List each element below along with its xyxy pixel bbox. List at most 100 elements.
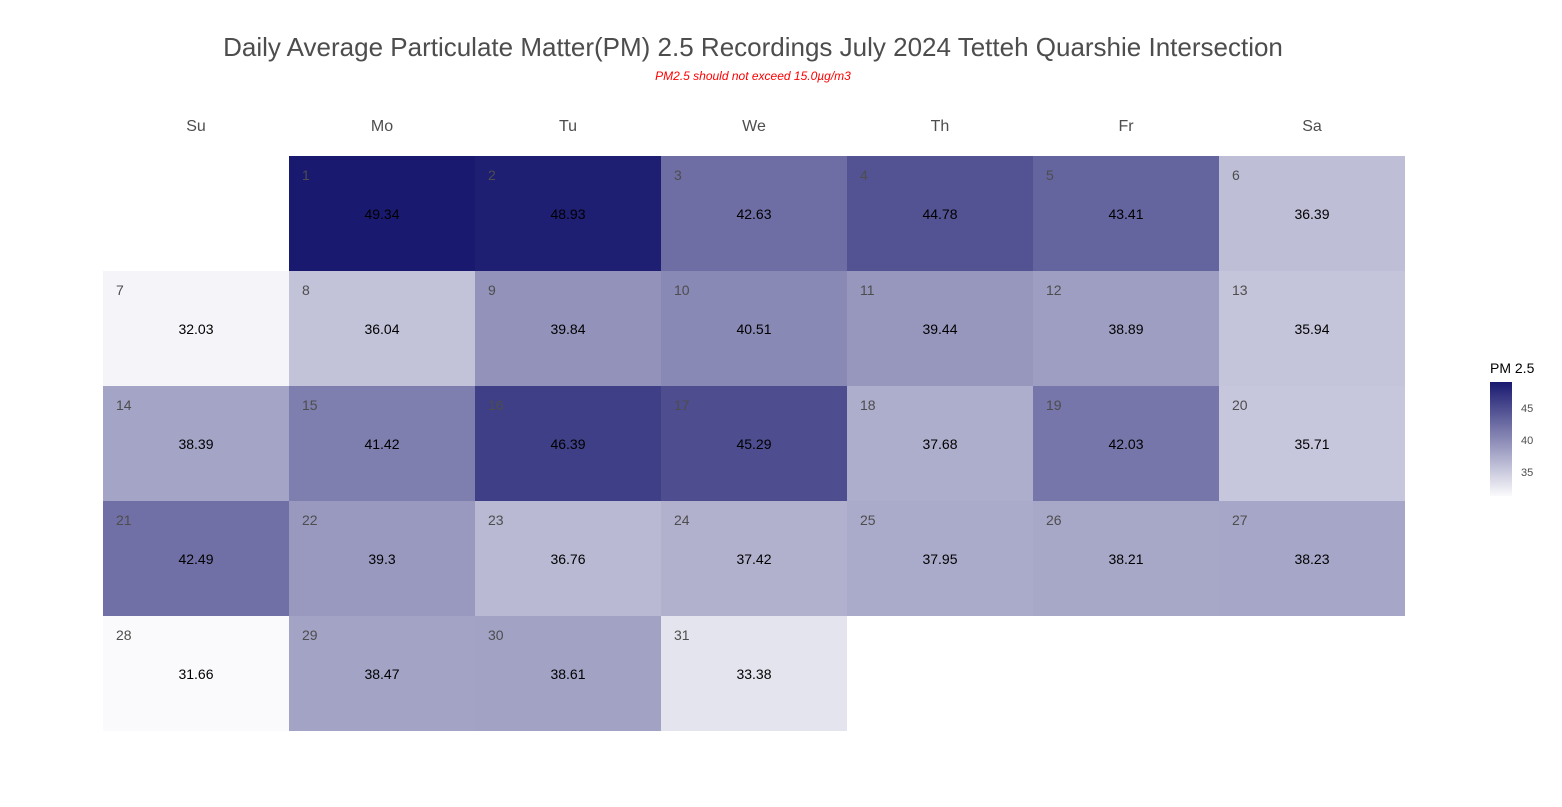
data-label: 44.78 — [922, 206, 958, 222]
day-number: 17 — [674, 397, 690, 413]
data-label: 37.68 — [922, 436, 958, 452]
data-label: 39.84 — [550, 321, 586, 337]
heatmap-cell: 21 42.49 — [103, 501, 289, 616]
data-label: 35.71 — [1294, 436, 1330, 452]
heatmap-cell: 5 43.41 — [1033, 156, 1219, 271]
day-number: 30 — [488, 627, 504, 643]
data-label: 37.42 — [736, 551, 772, 567]
day-number: 16 — [488, 397, 504, 413]
day-number: 10 — [674, 282, 690, 298]
chart-subtitle: PM2.5 should not exceed 15.0µg/m3 — [655, 69, 851, 83]
day-number: 12 — [1046, 282, 1062, 298]
data-label: 48.93 — [550, 206, 586, 222]
day-number: 22 — [302, 512, 318, 528]
data-label: 41.42 — [364, 436, 400, 452]
day-number: 6 — [1232, 167, 1240, 183]
day-number: 1 — [302, 167, 310, 183]
heatmap-cell: 15 41.42 — [289, 386, 475, 501]
heatmap-cell: 13 35.94 — [1219, 271, 1405, 386]
heatmap-cell: 28 31.66 — [103, 616, 289, 731]
heatmap-cell: 11 39.44 — [847, 271, 1033, 386]
day-number: 25 — [860, 512, 876, 528]
data-label: 31.66 — [178, 666, 214, 682]
legend-tick-mark — [1512, 410, 1517, 411]
data-label: 40.51 — [736, 321, 772, 337]
weekday-label-sa: Sa — [1302, 118, 1322, 135]
day-number: 3 — [674, 167, 682, 183]
legend-tick-label: 45 — [1521, 403, 1534, 415]
heatmap-cell: 30 38.61 — [475, 616, 661, 731]
heatmap-cell: 9 39.84 — [475, 271, 661, 386]
data-label: 38.39 — [178, 436, 214, 452]
heatmap-cell: 1 49.34 — [289, 156, 475, 271]
heatmap-cell: 22 39.3 — [289, 501, 475, 616]
data-label: 49.34 — [364, 206, 400, 222]
day-number: 11 — [860, 282, 875, 298]
legend-tick-mark — [1512, 442, 1517, 443]
day-number: 19 — [1046, 397, 1062, 413]
data-label: 38.89 — [1108, 321, 1144, 337]
day-number: 18 — [860, 397, 876, 413]
data-label: 36.76 — [550, 551, 586, 567]
data-label: 39.3 — [368, 551, 396, 567]
data-label: 46.39 — [550, 436, 586, 452]
day-number: 5 — [1046, 167, 1054, 183]
heatmap-cell: 29 38.47 — [289, 616, 475, 731]
heatmap-cell: 25 37.95 — [847, 501, 1033, 616]
data-label: 42.63 — [736, 206, 772, 222]
chart-title: Daily Average Particulate Matter(PM) 2.5… — [223, 32, 1283, 62]
heatmap-cell: 8 36.04 — [289, 271, 475, 386]
day-number: 24 — [674, 512, 690, 528]
day-number: 29 — [302, 627, 318, 643]
legend-tick-label: 40 — [1521, 435, 1534, 447]
day-number: 26 — [1046, 512, 1062, 528]
data-label: 32.03 — [178, 321, 214, 337]
weekday-label-we: We — [742, 118, 766, 135]
heatmap-cell: 7 32.03 — [103, 271, 289, 386]
heatmap-cell: 16 46.39 — [475, 386, 661, 501]
heatmap-cell: 31 33.38 — [661, 616, 847, 731]
data-label: 33.38 — [736, 666, 772, 682]
data-label: 35.94 — [1294, 321, 1330, 337]
data-label: 42.49 — [178, 551, 214, 567]
day-number: 31 — [674, 627, 690, 643]
day-number: 8 — [302, 282, 310, 298]
weekday-label-fr: Fr — [1118, 118, 1134, 135]
weekday-label-mo: Mo — [370, 118, 394, 135]
data-label: 38.47 — [364, 666, 400, 682]
heatmap-cell: 20 35.71 — [1219, 386, 1405, 501]
data-label: 42.03 — [1108, 436, 1144, 452]
day-number: 7 — [116, 282, 124, 298]
heatmap-cell: 6 36.39 — [1219, 156, 1405, 271]
heatmap-cell: 18 37.68 — [847, 386, 1033, 501]
heatmap-cell: 3 42.63 — [661, 156, 847, 271]
data-label: 38.23 — [1294, 551, 1330, 567]
data-label: 39.44 — [922, 321, 958, 337]
heatmap-cell: 12 38.89 — [1033, 271, 1219, 386]
weekday-label-su: Su — [186, 118, 206, 135]
legend-colorbar — [1490, 382, 1512, 496]
day-number: 13 — [1232, 282, 1248, 298]
day-number: 4 — [860, 167, 868, 183]
weekday-label-th: Th — [930, 118, 950, 135]
data-label: 36.39 — [1294, 206, 1330, 222]
data-label: 36.04 — [364, 321, 400, 337]
day-number: 23 — [488, 512, 504, 528]
day-number: 20 — [1232, 397, 1248, 413]
heatmap-cell: 4 44.78 — [847, 156, 1033, 271]
heatmap-cell: 2 48.93 — [475, 156, 661, 271]
day-number: 21 — [116, 512, 132, 528]
day-number: 28 — [116, 627, 132, 643]
legend-tick-label: 35 — [1521, 467, 1534, 479]
day-number: 27 — [1232, 512, 1248, 528]
heatmap-cell: 14 38.39 — [103, 386, 289, 501]
heatmap-cell: 19 42.03 — [1033, 386, 1219, 501]
heatmap-cell: 17 45.29 — [661, 386, 847, 501]
data-label: 43.41 — [1108, 206, 1144, 222]
day-number: 15 — [302, 397, 318, 413]
day-number: 2 — [488, 167, 496, 183]
data-label: 37.95 — [922, 551, 958, 567]
heatmap-cell: 27 38.23 — [1219, 501, 1405, 616]
day-number: 9 — [488, 282, 496, 298]
heatmap-cell: 24 37.42 — [661, 501, 847, 616]
